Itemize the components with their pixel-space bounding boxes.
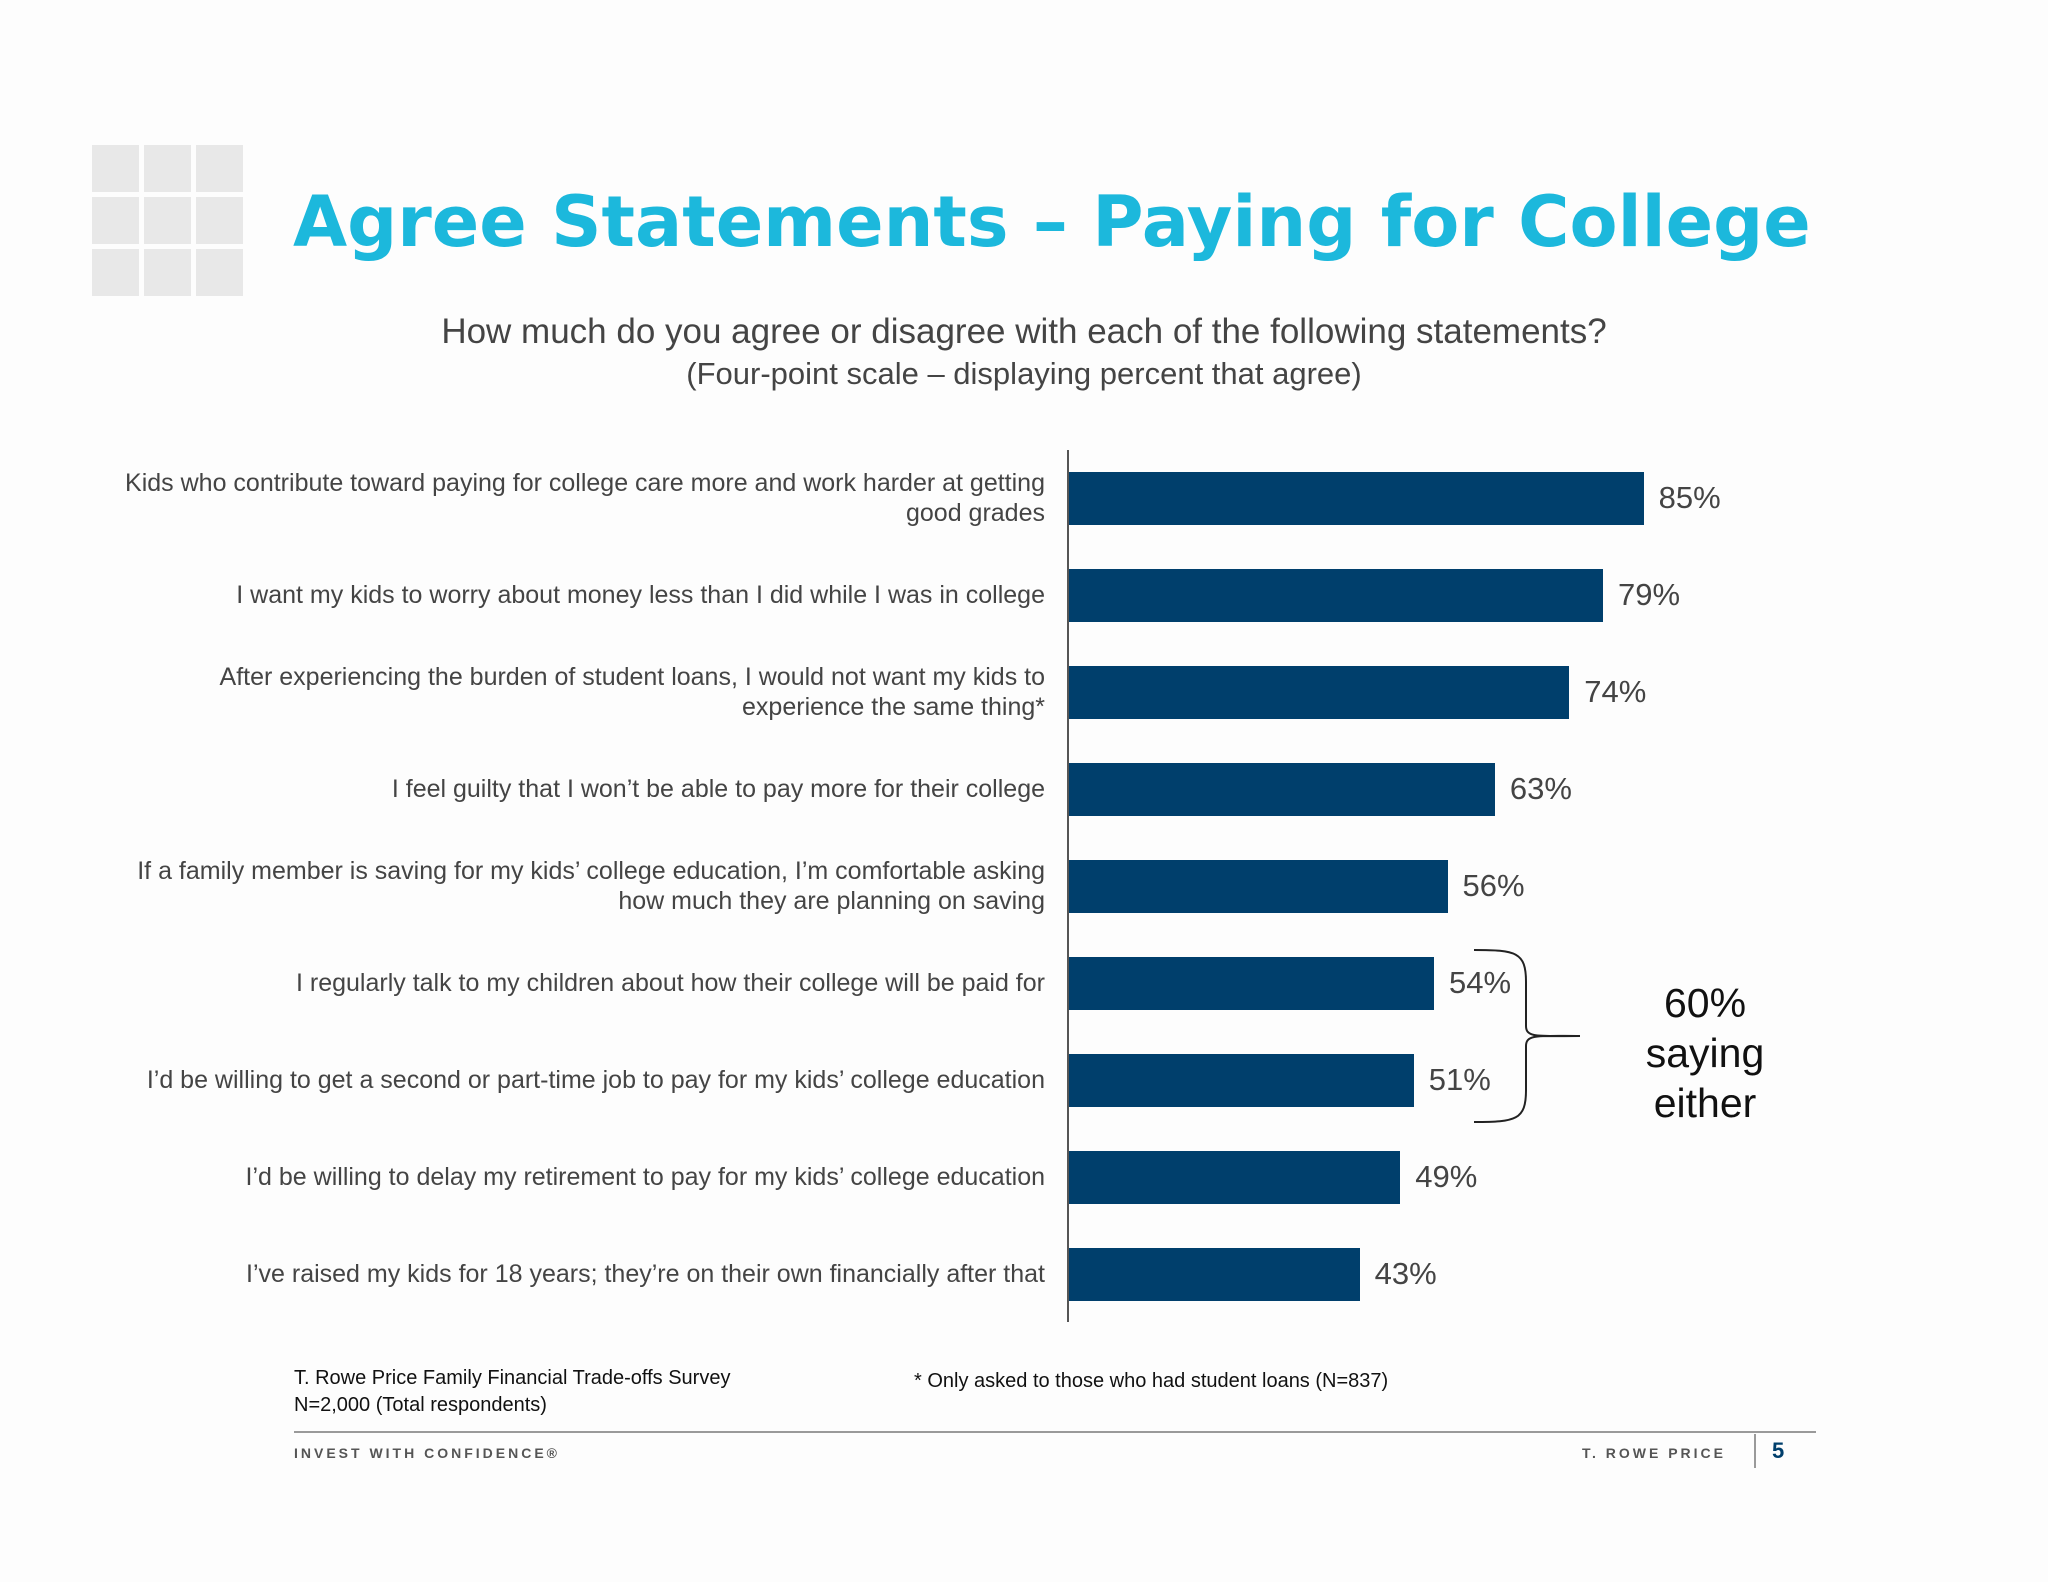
bar-value-label: 74% bbox=[1584, 674, 1647, 709]
category-label: I feel guilty that I won’t be able to pa… bbox=[391, 775, 1045, 803]
category-label: Kids who contribute toward paying for co… bbox=[125, 469, 1045, 527]
category-label: I’d be willing to delay my retirement to… bbox=[245, 1163, 1045, 1191]
bar bbox=[1069, 762, 1495, 816]
bar-value-label: 85% bbox=[1658, 480, 1721, 515]
scale-note: (Four-point scale – displaying percent t… bbox=[686, 356, 1362, 391]
category-label: I want my kids to worry about money less… bbox=[236, 581, 1045, 609]
company-name: T. ROWE PRICE bbox=[1581, 1445, 1726, 1461]
category-axis-line bbox=[1067, 450, 1069, 1322]
bar bbox=[1069, 1150, 1401, 1204]
category-label: I’ve raised my kids for 18 years; they’r… bbox=[246, 1260, 1045, 1288]
category-label: If a family member is saving for my kids… bbox=[137, 857, 1045, 915]
page-number: 5 bbox=[1772, 1438, 1785, 1463]
bar bbox=[1069, 471, 1644, 525]
page-number-divider bbox=[1754, 1434, 1756, 1468]
bar bbox=[1069, 1053, 1414, 1107]
footer-tagline: INVEST WITH CONFIDENCE® bbox=[294, 1445, 560, 1461]
bar bbox=[1069, 956, 1435, 1010]
category-label: After experiencing the burden of student… bbox=[219, 663, 1045, 721]
source-line-2: N=2,000 (Total respondents) bbox=[294, 1394, 547, 1416]
bar bbox=[1069, 1247, 1360, 1301]
bracket-annotation: 60% saying either bbox=[1645, 980, 1765, 1126]
bar bbox=[1069, 568, 1604, 622]
bar-value-label: 63% bbox=[1509, 771, 1572, 806]
bar bbox=[1069, 859, 1448, 913]
curly-brace-icon bbox=[1473, 949, 1581, 1123]
logo-grid-icon bbox=[92, 145, 244, 297]
category-label: I’d be willing to get a second or part-t… bbox=[146, 1066, 1045, 1094]
bar-value-label: 49% bbox=[1415, 1159, 1478, 1194]
bar bbox=[1069, 665, 1570, 719]
source-line-1: T. Rowe Price Family Financial Trade-off… bbox=[294, 1367, 731, 1389]
bar-value-label: 79% bbox=[1618, 577, 1681, 612]
page-title: Agree Statements – Paying for College bbox=[293, 181, 1811, 263]
bar-value-label: 51% bbox=[1428, 1062, 1491, 1097]
category-label: I regularly talk to my children about ho… bbox=[296, 969, 1045, 997]
footnote: * Only asked to those who had student lo… bbox=[914, 1370, 1389, 1392]
bar-value-label: 43% bbox=[1374, 1256, 1437, 1291]
bar-value-label: 56% bbox=[1462, 868, 1525, 903]
bar-value-label: 54% bbox=[1449, 965, 1512, 1000]
survey-question: How much do you agree or disagree with e… bbox=[441, 312, 1607, 351]
footer-divider bbox=[294, 1431, 1816, 1433]
